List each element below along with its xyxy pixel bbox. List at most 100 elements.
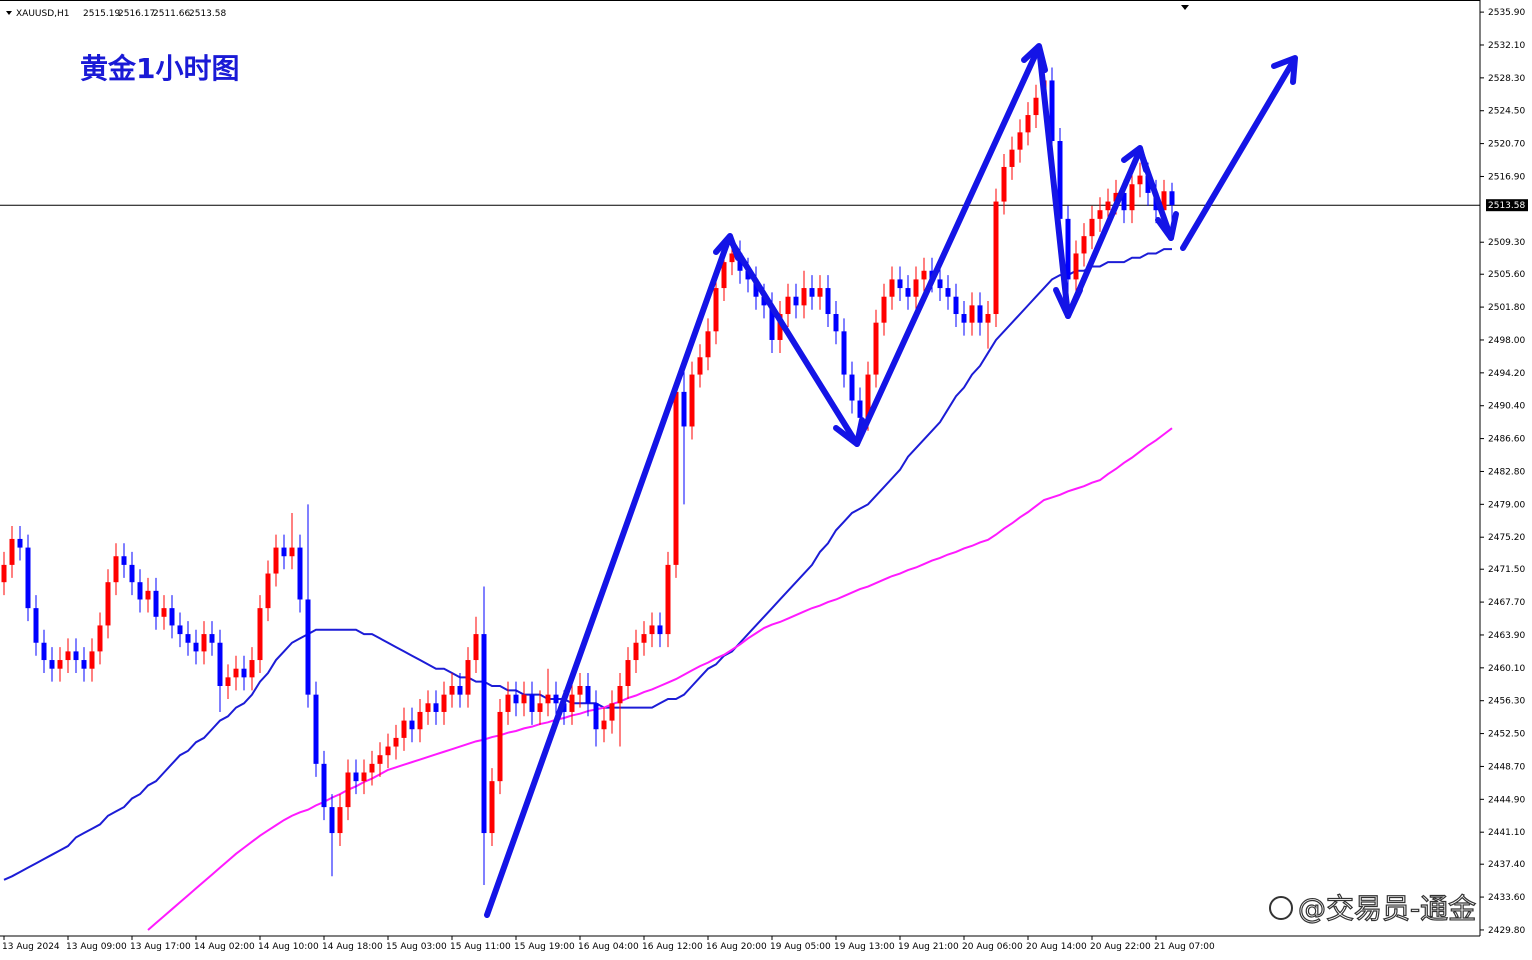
x-tick-label: 15 Aug 11:00: [450, 942, 511, 952]
y-tick-label: 2460.10: [1488, 664, 1525, 674]
candle-body: [465, 660, 471, 695]
candle-body: [1137, 175, 1143, 185]
arrow-head: [1021, 43, 1048, 73]
candle-body: [329, 807, 335, 834]
candle-body: [1073, 253, 1079, 280]
y-tick-label: 2463.90: [1488, 631, 1525, 641]
candle-body: [289, 547, 295, 557]
candle-body: [185, 634, 191, 643]
candle-body: [241, 668, 247, 678]
candle-body: [985, 314, 991, 323]
y-tick-label: 2456.30: [1488, 697, 1525, 707]
candle-body: [817, 288, 823, 297]
candle-body: [1089, 218, 1095, 237]
candle-body: [857, 400, 863, 418]
candle-body: [977, 305, 983, 323]
candle-body: [1033, 97, 1039, 116]
candle-body: [913, 279, 919, 297]
candle-body: [1009, 149, 1015, 167]
candle-body: [673, 391, 679, 565]
candle-body: [521, 694, 527, 704]
candle-body: [1161, 191, 1167, 211]
y-tick-label: 2494.20: [1488, 369, 1525, 379]
candle-body: [321, 763, 327, 808]
candle-body: [601, 720, 607, 730]
y-tick-label: 2441.10: [1488, 828, 1525, 838]
y-tick-label: 2498.00: [1488, 336, 1525, 346]
candle-body: [753, 279, 759, 297]
candle-body: [993, 201, 999, 315]
candle-body: [217, 642, 223, 686]
candle-body: [881, 296, 887, 323]
candle-body: [1025, 115, 1031, 133]
x-tick-label: 19 Aug 13:00: [834, 942, 895, 952]
candle-body: [473, 634, 479, 661]
y-tick-label: 2528.30: [1488, 74, 1525, 84]
arrow-head: [1053, 287, 1083, 319]
candle-body: [433, 703, 439, 712]
candle-body: [201, 634, 207, 652]
candle-body: [689, 374, 695, 427]
annotation-arrows: [484, 43, 1298, 918]
candle-body: [721, 262, 727, 289]
candle-body: [953, 296, 959, 315]
x-tick-label: 13 Aug 09:00: [66, 942, 127, 952]
candle-body: [897, 279, 903, 289]
low-value: 2511.66: [153, 9, 190, 19]
candle-body: [9, 538, 15, 565]
candle-body: [617, 685, 623, 704]
candle-body: [305, 599, 311, 695]
candle-body: [353, 772, 359, 782]
y-tick-label: 2520.70: [1488, 140, 1525, 150]
candle-body: [729, 253, 735, 263]
candle-body: [417, 711, 423, 730]
candle-body: [529, 694, 535, 712]
candle-body: [337, 807, 343, 834]
candle-body: [905, 288, 911, 297]
y-tick-label: 2486.60: [1488, 435, 1525, 445]
candle-body: [65, 651, 71, 661]
x-tick-label: 21 Aug 07:00: [1154, 942, 1215, 952]
candle-body: [505, 694, 511, 712]
candle-body: [1049, 80, 1055, 142]
y-tick-label: 2532.10: [1488, 41, 1525, 51]
candle-body: [297, 547, 303, 600]
x-tick-label: 15 Aug 19:00: [514, 942, 575, 952]
candle-body: [537, 703, 543, 712]
candle-body: [113, 556, 119, 583]
candle-body: [633, 642, 639, 661]
x-tick-label: 20 Aug 14:00: [1026, 942, 1087, 952]
arrow-head: [1271, 55, 1298, 85]
y-tick-label: 2437.40: [1488, 860, 1525, 870]
candle-body: [25, 547, 31, 609]
candle-body: [1017, 132, 1023, 150]
candle-body: [761, 296, 767, 306]
candle-body: [49, 660, 55, 669]
candle-body: [177, 625, 183, 635]
candle-body: [73, 651, 79, 661]
candle-body: [457, 685, 463, 695]
candle-body: [1, 564, 7, 583]
candle-body: [625, 660, 631, 686]
y-tick-label: 2433.60: [1488, 893, 1525, 903]
candle-body: [745, 270, 751, 280]
candle-body: [1105, 201, 1111, 211]
candle-body: [393, 737, 399, 747]
candle-body: [497, 711, 503, 782]
candle-body: [17, 538, 23, 548]
candle-body: [233, 668, 239, 678]
candle-body: [769, 305, 775, 340]
candle-body: [1097, 210, 1103, 219]
candle-body: [225, 677, 231, 686]
x-tick-label: 16 Aug 12:00: [642, 942, 703, 952]
candle-body: [889, 279, 895, 297]
candle-body: [865, 374, 871, 418]
y-tick-label: 2452.50: [1488, 730, 1525, 740]
candle-body: [481, 634, 487, 834]
candle-body: [793, 296, 799, 306]
candle-body: [345, 772, 351, 808]
candle-body: [705, 331, 711, 358]
candle-body: [81, 660, 87, 669]
candle-body: [57, 660, 63, 669]
